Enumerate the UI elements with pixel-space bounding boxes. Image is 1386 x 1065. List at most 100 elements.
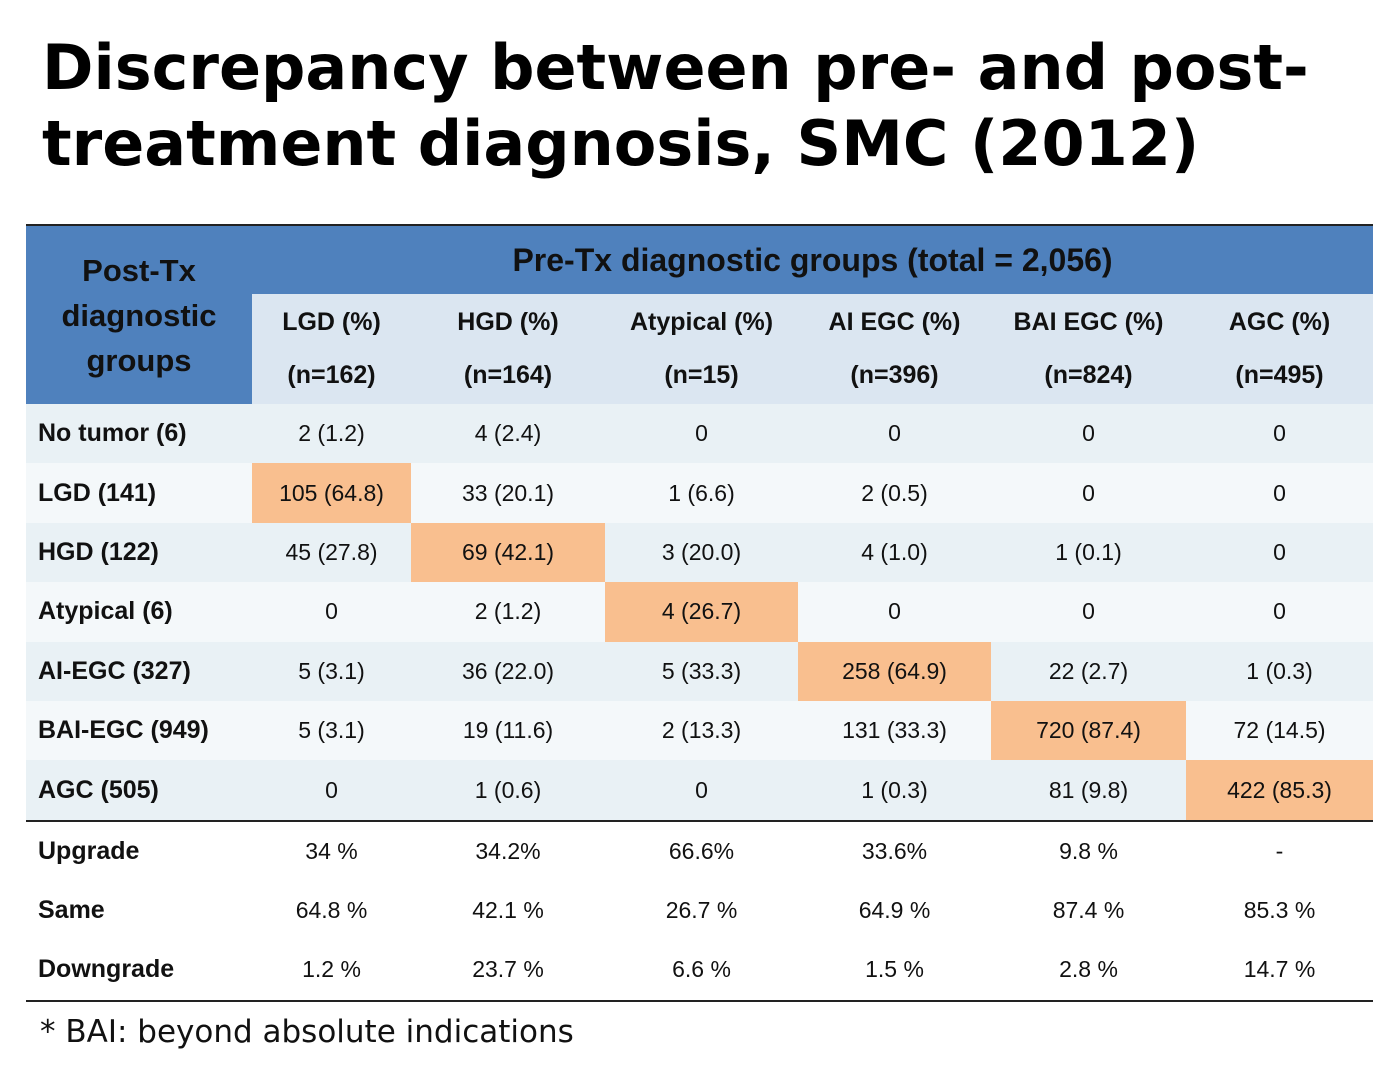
table-cell: 2 (13.3) xyxy=(605,700,798,761)
column-header-label: AI EGC (%) xyxy=(828,308,961,336)
table-cell: 5 (3.1) xyxy=(252,700,411,761)
table-cell: 0 xyxy=(605,760,798,821)
diagnosis-discrepancy-table: Post-Tx diagnostic groups Pre-Tx diagnos… xyxy=(26,224,1374,1002)
table-cell: 5 (3.1) xyxy=(252,641,411,701)
summary-row: Downgrade 1.2 % 23.7 % 6.6 % 1.5 % 2.8 % 14.7 … xyxy=(26,940,1374,1001)
corner-header-line: groups xyxy=(86,342,192,378)
column-header-label: BAI EGC (%) xyxy=(1013,308,1164,336)
table-cell: 4 (2.4) xyxy=(411,404,605,464)
column-header-label: Atypical (%) xyxy=(629,308,774,336)
column-header-count: (n=164) xyxy=(463,361,553,389)
table-cell: 0 xyxy=(1186,582,1374,642)
row-label: AI-EGC (327) xyxy=(26,641,252,701)
table-cell: 1 (0.1) xyxy=(991,522,1186,583)
table-cell: 0 xyxy=(252,760,411,821)
row-label: Atypical (6) xyxy=(26,582,252,642)
table-row: Atypical (6) 0 2 (1.2) 4 (26.7) 0 0 0 xyxy=(26,582,1374,642)
table-cell-highlighted: 69 (42.1) xyxy=(411,522,605,583)
table-cell: 1 (6.6) xyxy=(605,463,798,523)
summary-cell: 66.6% xyxy=(605,819,798,882)
column-header-label: HGD (%) xyxy=(457,308,559,336)
table-cell: 2 (1.2) xyxy=(411,582,605,642)
table-cell: 1 (0.3) xyxy=(798,760,991,821)
summary-cell: 23.7 % xyxy=(411,940,605,1001)
group-header-row: Post-Tx diagnostic groups Pre-Tx diagnos… xyxy=(26,225,1374,404)
table-cell: 22 (2.7) xyxy=(991,641,1186,701)
table-cell: 36 (22.0) xyxy=(411,641,605,701)
table-cell: 0 xyxy=(1186,463,1374,523)
summary-cell: 1.5 % xyxy=(798,940,991,1001)
column-header-count: (n=162) xyxy=(287,361,376,389)
table-cell: 0 xyxy=(798,582,991,642)
table-cell: 1 (0.6) xyxy=(411,760,605,821)
summary-cell: 33.6% xyxy=(798,819,991,882)
summary-row: Same 64.8 % 42.1 % 26.7 % 64.9 % 87.4 % 85.3 % xyxy=(26,881,1374,941)
table-row: LGD (141) 105 (64.8) 33 (20.1) 1 (6.6) 2 (0.… xyxy=(26,463,1374,523)
column-header-count: (n=495) xyxy=(1235,361,1324,389)
table-cell: 0 xyxy=(991,404,1186,464)
row-label: LGD (141) xyxy=(26,463,252,523)
column-header: LGD (%) (n=162) xyxy=(252,294,411,404)
summary-cell: 9.8 % xyxy=(991,819,1186,882)
table-cell: 0 xyxy=(1186,404,1374,464)
summary-cell: 34 % xyxy=(252,819,411,882)
table-cell-highlighted: 258 (64.9) xyxy=(798,641,991,701)
column-header-row: LGD (%) (n=162) HGD (%) (n=164) Atypical (%)… xyxy=(26,294,1374,404)
summary-cell: 14.7 % xyxy=(1186,940,1374,1001)
slide-title-line-1: Discrepancy between pre- and post- xyxy=(42,31,1309,104)
table-row: No tumor (6) 2 (1.2) 4 (2.4) 0 0 0 0 xyxy=(26,404,1374,464)
corner-header: Post-Tx diagnostic groups xyxy=(26,225,252,404)
summary-cell: 87.4 % xyxy=(991,881,1186,941)
summary-cell: 2.8 % xyxy=(991,940,1186,1001)
row-label: HGD (122) xyxy=(26,522,252,583)
table-cell: 81 (9.8) xyxy=(991,760,1186,821)
table-cell: 0 xyxy=(991,463,1186,523)
table-cell: 33 (20.1) xyxy=(411,463,605,523)
summary-cell: 26.7 % xyxy=(605,881,798,941)
row-label: No tumor (6) xyxy=(26,404,252,464)
column-header: HGD (%) (n=164) xyxy=(411,294,605,404)
table-cell-highlighted: 4 (26.7) xyxy=(605,582,798,642)
summary-cell: - xyxy=(1186,819,1374,882)
column-header-count: (n=15) xyxy=(664,361,739,389)
table-cell: 1 (0.3) xyxy=(1186,641,1374,701)
slide-title-line-2: treatment diagnosis, SMC (2012) xyxy=(42,107,1200,180)
row-label: BAI-EGC (949) xyxy=(26,700,252,761)
table-cell: 45 (27.8) xyxy=(252,522,411,583)
table-cell: 2 (0.5) xyxy=(798,463,991,523)
summary-cell: 42.1 % xyxy=(411,881,605,941)
table-cell: 19 (11.6) xyxy=(411,700,605,761)
table-cell: 2 (1.2) xyxy=(252,404,411,464)
table-row: AI-EGC (327) 5 (3.1) 36 (22.0) 5 (33.3) 258 … xyxy=(26,641,1374,701)
summary-cell: 6.6 % xyxy=(605,940,798,1001)
corner-header-line: Post-Tx xyxy=(82,252,196,288)
slide-title: Discrepancy between pre- and post- treat… xyxy=(42,30,1362,182)
table-cell-highlighted: 422 (85.3) xyxy=(1186,760,1374,821)
summary-cell: 64.8 % xyxy=(252,881,411,941)
row-label: AGC (505) xyxy=(26,760,252,821)
table-cell-highlighted: 720 (87.4) xyxy=(991,700,1186,761)
table-row: HGD (122) 45 (27.8) 69 (42.1) 3 (20.0) 4 (1.… xyxy=(26,522,1374,583)
table-cell: 0 xyxy=(991,582,1186,642)
summary-cell: 64.9 % xyxy=(798,881,991,941)
summary-cell: 34.2% xyxy=(411,819,605,882)
footnote: * BAI: beyond absolute indications xyxy=(40,1014,574,1050)
table-cell: 5 (33.3) xyxy=(605,641,798,701)
column-header-label: LGD (%) xyxy=(282,308,381,336)
column-header: Atypical (%) (n=15) xyxy=(605,294,798,404)
pre-tx-group-header: Pre-Tx diagnostic groups (total = 2,056) xyxy=(252,225,1374,294)
corner-header-line: diagnostic xyxy=(61,297,217,333)
table-cell: 0 xyxy=(605,404,798,464)
table-cell: 4 (1.0) xyxy=(798,522,991,583)
column-header: AI EGC (%) (n=396) xyxy=(798,294,991,404)
column-header: AGC (%) (n=495) xyxy=(1186,294,1374,404)
table-cell: 0 xyxy=(798,404,991,464)
table-cell-highlighted: 105 (64.8) xyxy=(252,463,411,523)
table-cell: 131 (33.3) xyxy=(798,700,991,761)
column-header-label: AGC (%) xyxy=(1228,308,1331,336)
summary-row-label: Downgrade xyxy=(26,940,252,1001)
table-cell: 72 (14.5) xyxy=(1186,700,1374,761)
table-row: AGC (505) 0 1 (0.6) 0 1 (0.3) 81 (9.8) 422 (85… xyxy=(26,760,1374,821)
summary-row-label: Upgrade xyxy=(26,819,252,882)
table-row: BAI-EGC (949) 5 (3.1) 19 (11.6) 2 (13.3) 131… xyxy=(26,700,1374,761)
